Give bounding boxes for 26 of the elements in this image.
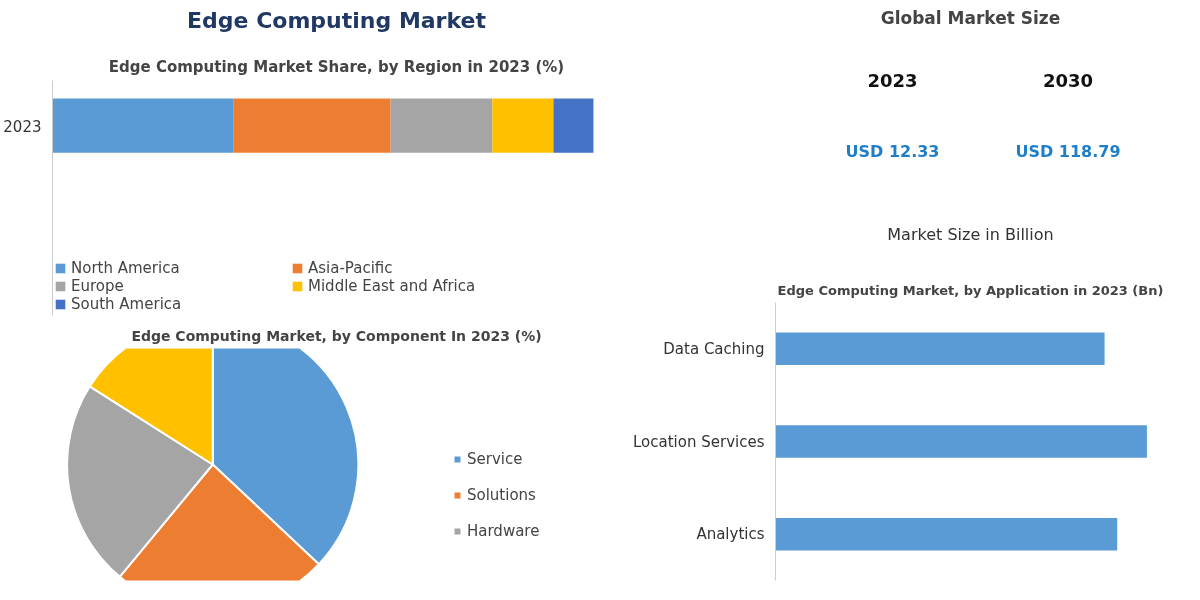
text: USD 118.79 bbox=[1015, 142, 1121, 161]
text: 2023 bbox=[3, 117, 42, 136]
text: Global Market Size bbox=[880, 7, 1061, 28]
legend-label: Hardware bbox=[467, 522, 540, 540]
legend-label: Asia-Pacific bbox=[308, 259, 394, 277]
bar bbox=[553, 98, 594, 153]
y-tick-label: Data Caching bbox=[663, 339, 765, 358]
y-tick-label: Location Services bbox=[633, 432, 765, 451]
legend-label: Solutions bbox=[467, 486, 536, 504]
y-tick-label: Analytics bbox=[696, 525, 765, 544]
bar bbox=[390, 98, 493, 153]
bar bbox=[492, 98, 554, 153]
bar bbox=[233, 98, 391, 153]
chart-title: Edge Computing Market, by Component In 2023 (%) bbox=[131, 327, 542, 344]
text: Edge Computing Market bbox=[187, 7, 487, 33]
legend-label: Middle East and Africa bbox=[308, 277, 477, 295]
legend-label: North America bbox=[71, 259, 181, 277]
legend-label: South America bbox=[71, 295, 183, 313]
legend-label: Service bbox=[467, 450, 523, 468]
text: 2030 bbox=[1042, 69, 1094, 91]
text: Edge Computing Market Share, by Region in 2023 (%) bbox=[108, 57, 565, 76]
text: Market Size in Billion bbox=[887, 225, 1054, 245]
bar bbox=[52, 98, 234, 153]
chart-title: Edge Computing Market, by Application in 2023 (Bn) bbox=[777, 282, 1164, 298]
text: USD 12.33 bbox=[845, 142, 940, 161]
legend-label: Europe bbox=[71, 277, 125, 295]
